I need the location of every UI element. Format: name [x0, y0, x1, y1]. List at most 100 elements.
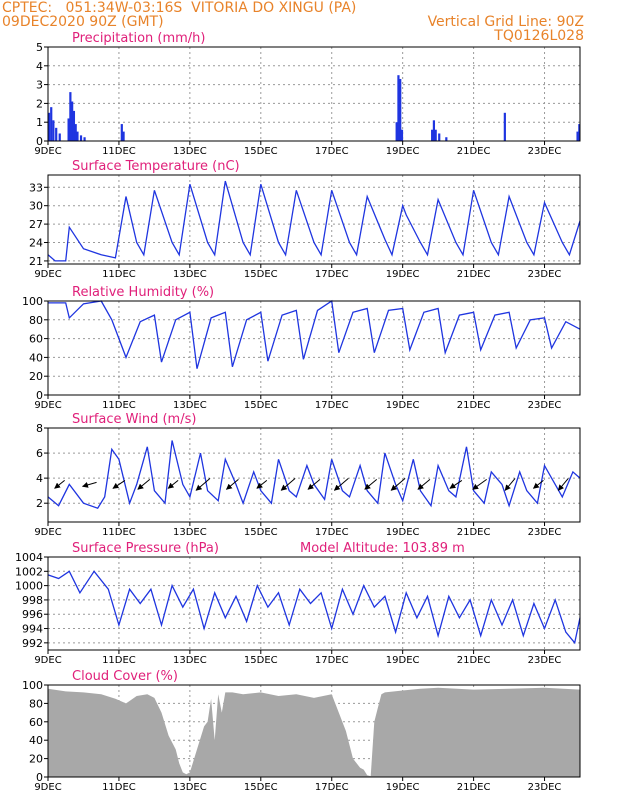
precip-bar — [434, 129, 437, 141]
y-tick-label: 2 — [36, 497, 43, 510]
precip-bar — [431, 129, 434, 141]
x-tick-label: 13DEC — [173, 400, 207, 411]
wind-arrow — [167, 480, 179, 489]
panel-frame — [47, 174, 581, 265]
y-tick-label: 0 — [36, 389, 43, 402]
wind-arrow — [137, 479, 151, 490]
x-tick-label: 21DEC — [457, 269, 491, 280]
panel-frame — [47, 300, 581, 396]
wind-arrow — [307, 479, 321, 490]
x-tick-label: 13DEC — [173, 655, 207, 666]
y-tick-label: 1004 — [15, 551, 43, 564]
wind-arrow — [557, 478, 569, 491]
x-tick-label: 13DEC — [173, 146, 207, 157]
precip-bar — [52, 120, 55, 141]
precip-bar — [122, 131, 125, 141]
panel-title: Cloud Cover (%) — [72, 669, 178, 684]
precip-bar — [399, 78, 402, 141]
y-tick-label: 60 — [29, 716, 43, 729]
x-tick-label: 9DEC — [34, 782, 61, 793]
y-tick-label: 0 — [36, 135, 43, 148]
y-tick-label: 24 — [29, 237, 43, 250]
y-tick-label: 21 — [29, 255, 43, 268]
y-tick-label: 992 — [22, 637, 43, 650]
y-tick-label: 60 — [29, 333, 43, 346]
x-tick-label: 15DEC — [244, 782, 278, 793]
x-tick-label: 11DEC — [102, 269, 136, 280]
x-tick-label: 17DEC — [315, 400, 349, 411]
x-tick-label: 17DEC — [315, 269, 349, 280]
wind-arrow — [472, 478, 487, 490]
x-tick-label: 11DEC — [102, 782, 136, 793]
wind-arrow — [449, 479, 463, 489]
header-code: TQ0126L028 — [494, 28, 584, 44]
cloud-cover-area — [48, 687, 580, 777]
precip-bar — [503, 112, 506, 141]
x-tick-label: 23DEC — [528, 655, 562, 666]
series-line-temperature — [47, 180, 581, 262]
x-tick-label: 17DEC — [315, 782, 349, 793]
y-tick-label: 80 — [29, 697, 43, 710]
model-altitude-label: Model Altitude: 103.89 m — [300, 541, 465, 556]
x-tick-label: 21DEC — [457, 146, 491, 157]
wind-arrow — [417, 479, 431, 490]
header-location: CPTEC: 051:34W-03:16S VITORIA DO XINGU (… — [2, 0, 357, 16]
wind-arrow — [333, 478, 349, 491]
precip-bar — [74, 124, 77, 141]
series-line-pressure — [47, 570, 581, 645]
y-tick-label: 1000 — [15, 580, 43, 593]
y-tick-label: 80 — [29, 314, 43, 327]
panel-title: Surface Wind (m/s) — [72, 412, 196, 427]
x-tick-label: 19DEC — [386, 269, 420, 280]
y-tick-label: 100 — [22, 295, 43, 308]
x-tick-label: 23DEC — [528, 782, 562, 793]
y-tick-label: 1002 — [15, 565, 43, 578]
y-tick-label: 4 — [36, 60, 43, 73]
precip-bar — [83, 137, 86, 141]
x-tick-label: 15DEC — [244, 269, 278, 280]
panel-title: Surface Temperature (nC) — [72, 159, 240, 174]
panel-title: Precipitation (mm/h) — [72, 31, 205, 46]
x-tick-label: 11DEC — [102, 655, 136, 666]
precip-bar — [50, 107, 53, 141]
y-tick-label: 40 — [29, 734, 43, 747]
precip-bar — [48, 112, 51, 141]
x-tick-label: 19DEC — [386, 655, 420, 666]
x-tick-label: 21DEC — [457, 527, 491, 538]
y-tick-label: 4 — [36, 472, 43, 485]
x-tick-label: 19DEC — [386, 782, 420, 793]
precip-bar — [445, 137, 448, 141]
precip-bar — [120, 124, 123, 141]
x-tick-label: 23DEC — [528, 146, 562, 157]
x-tick-label: 21DEC — [457, 655, 491, 666]
series-line-humidity — [48, 299, 581, 369]
precip-bar — [576, 131, 579, 141]
wind-arrow — [112, 479, 126, 489]
y-tick-label: 0 — [36, 771, 43, 784]
wind-arrow — [256, 480, 268, 489]
wind-arrow — [280, 478, 296, 491]
x-tick-label: 9DEC — [34, 146, 61, 157]
y-tick-label: 8 — [36, 422, 43, 435]
y-tick-label: 20 — [29, 753, 43, 766]
wind-arrow — [225, 479, 239, 490]
x-tick-label: 9DEC — [34, 400, 61, 411]
wind-arrow — [81, 481, 97, 488]
y-tick-label: 6 — [36, 447, 43, 460]
x-tick-label: 19DEC — [386, 400, 420, 411]
header-date: 09DEC2020 90Z (GMT) — [2, 14, 164, 30]
y-tick-label: 3 — [36, 79, 43, 92]
precip-bar — [55, 127, 58, 141]
y-tick-label: 5 — [36, 41, 43, 54]
header-grid-line: Vertical Grid Line: 90Z — [427, 14, 584, 30]
y-tick-label: 20 — [29, 370, 43, 383]
x-tick-label: 23DEC — [528, 269, 562, 280]
panel-title: Surface Pressure (hPa) — [72, 541, 219, 556]
panel-frame — [47, 46, 581, 142]
x-tick-label: 15DEC — [244, 527, 278, 538]
precip-bar — [76, 131, 79, 141]
precip-bar — [71, 101, 74, 141]
x-tick-label: 15DEC — [244, 146, 278, 157]
wind-arrow — [364, 479, 378, 490]
x-tick-label: 15DEC — [244, 400, 278, 411]
